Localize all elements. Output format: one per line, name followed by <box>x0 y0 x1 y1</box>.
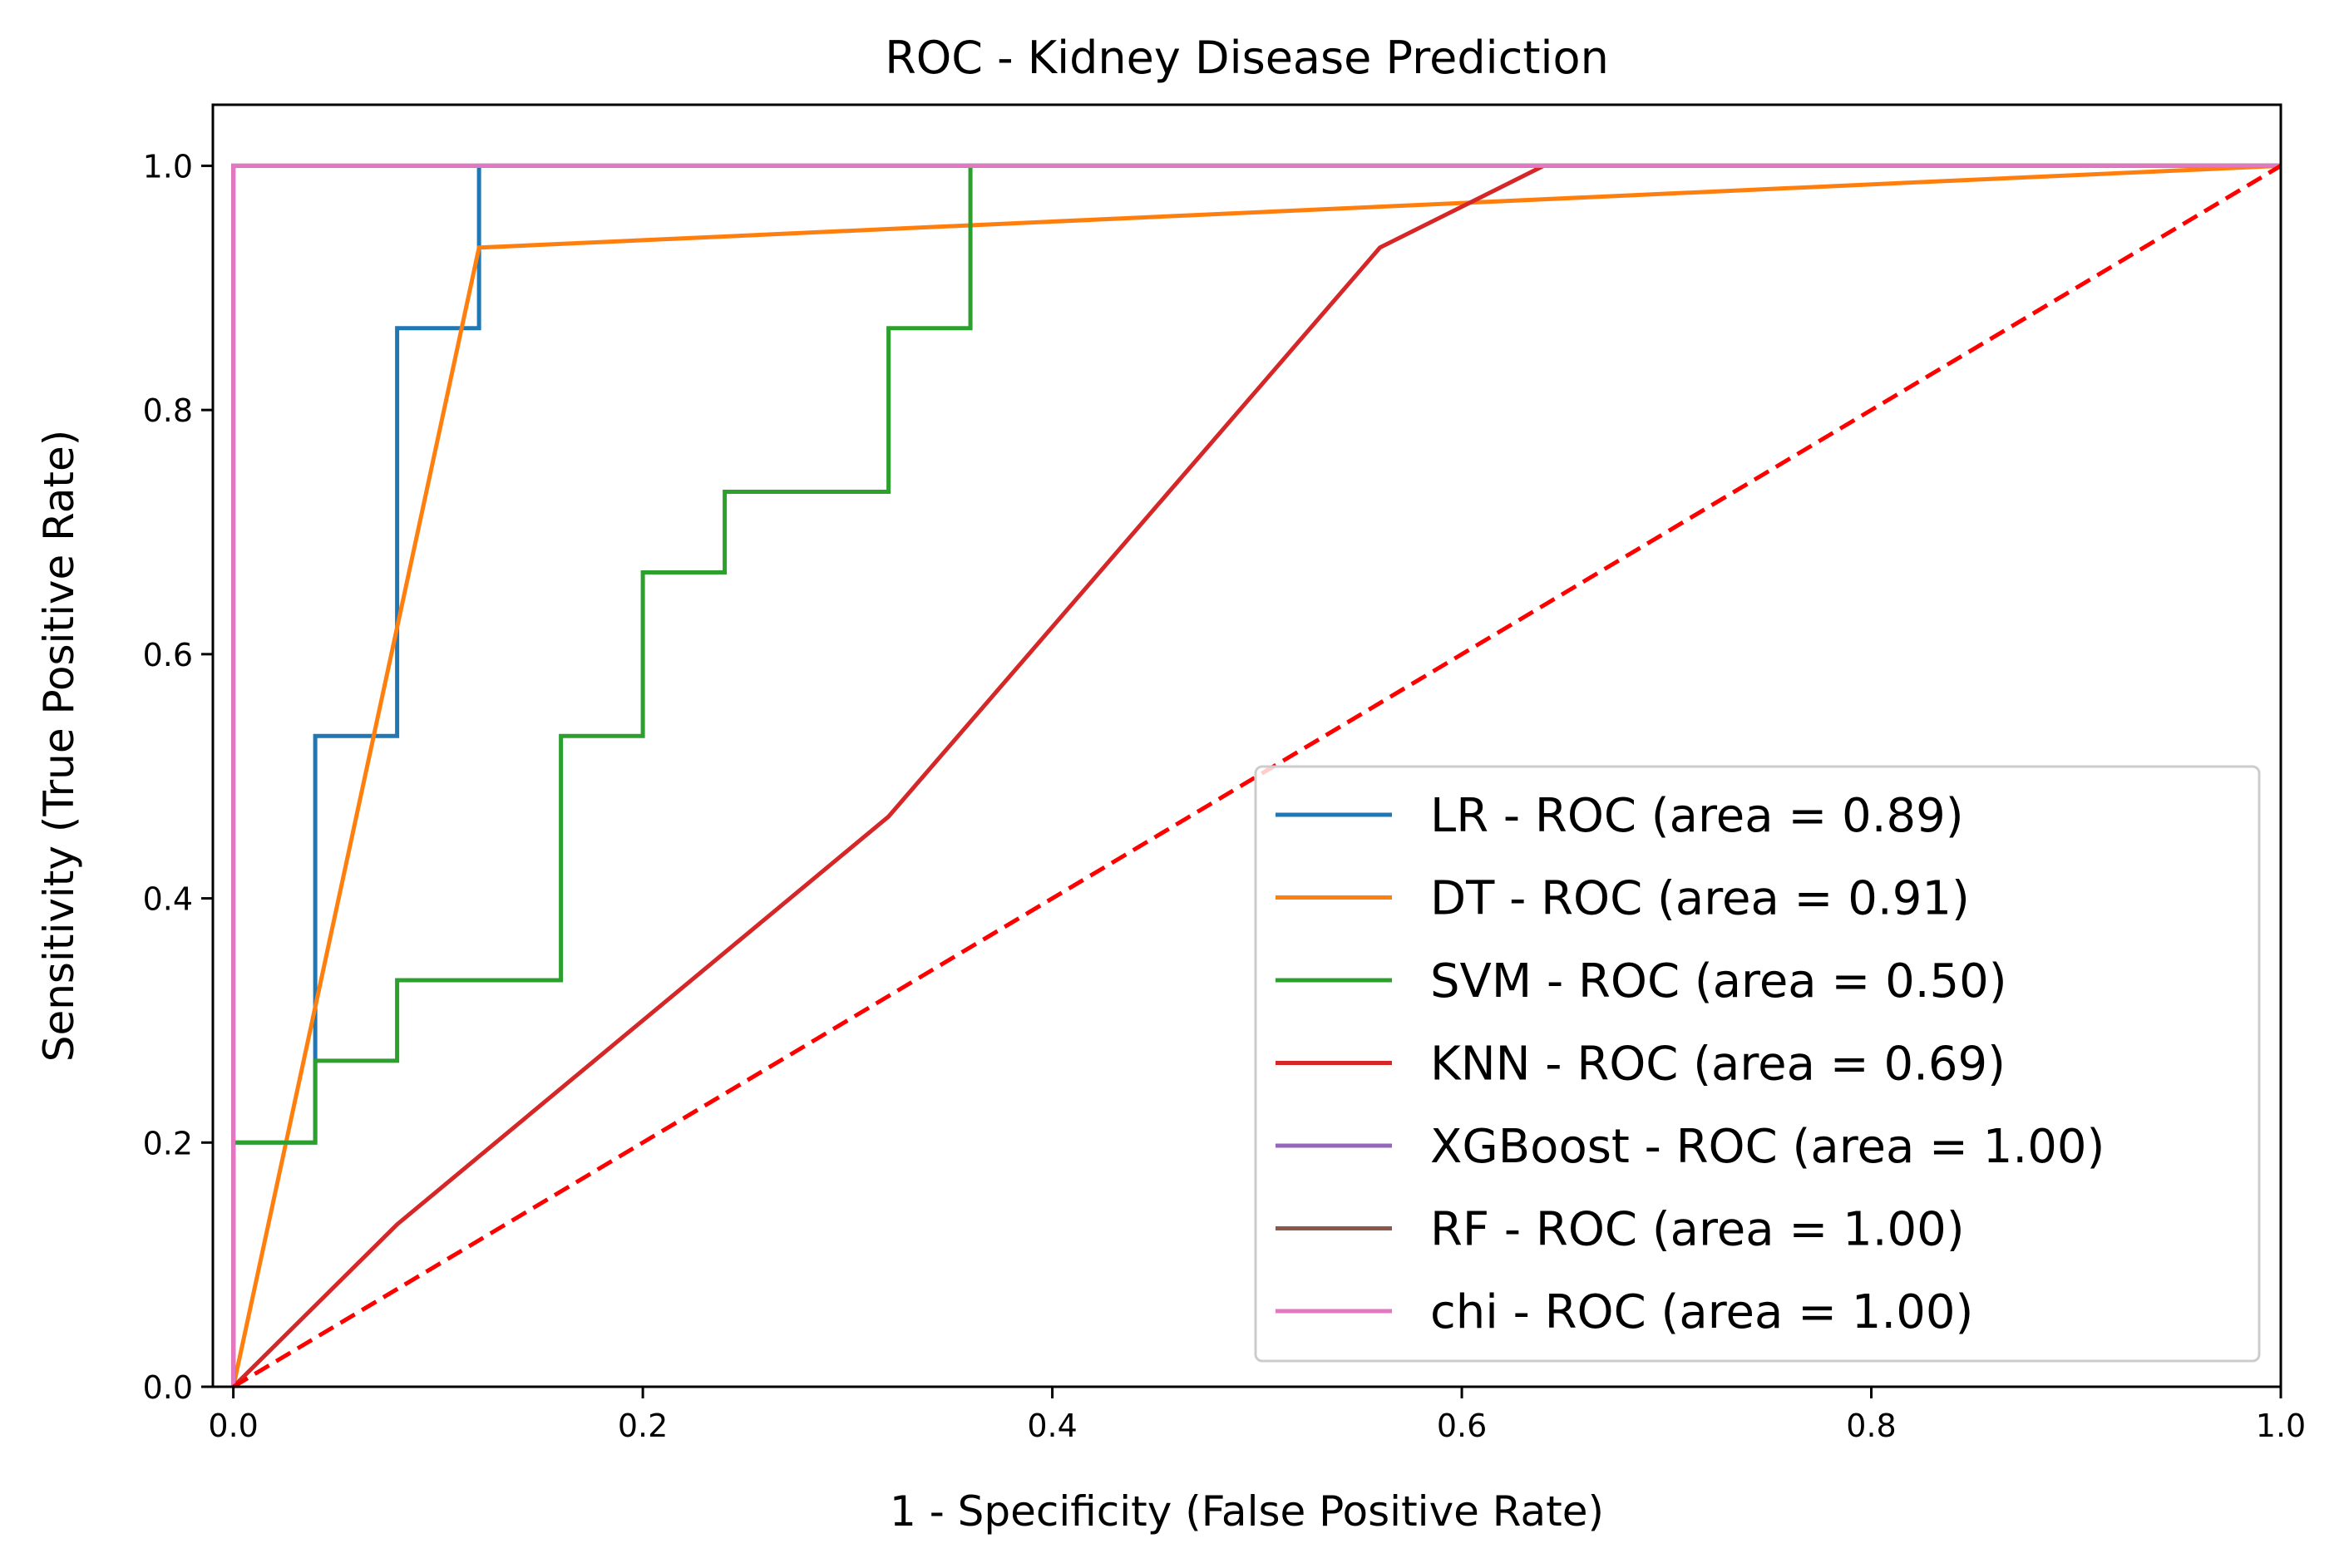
ticks-group: 0.0 0.2 0.4 0.6 0.8 1.0 0.0 0.2 0.4 0.6 0.8 1.0 <box>143 148 2307 1444</box>
y-axis-title: Sensitivity (True Positive Rate) <box>35 430 83 1063</box>
legend-label-3: KNN - ROC (area = 0.69) <box>1430 1038 2006 1092</box>
legend-label-1: DT - ROC (area = 0.91) <box>1430 872 1970 926</box>
y-tick-label: 0.6 <box>143 637 193 673</box>
x-tick-label: 0.8 <box>1846 1408 1896 1444</box>
x-tick-label: 0.2 <box>618 1408 668 1444</box>
x-axis-title: 1 - Specificity (False Positive Rate) <box>890 1487 1604 1536</box>
legend-label-2: SVM - ROC (area = 0.50) <box>1430 954 2007 1008</box>
x-tick-label: 0.6 <box>1437 1408 1487 1444</box>
plot-lines-group <box>231 163 2282 1389</box>
legend-label-4: XGBoost - ROC (area = 1.00) <box>1430 1120 2105 1174</box>
y-tick-label: 0.8 <box>143 392 193 429</box>
y-tick-label: 0.2 <box>143 1125 193 1161</box>
legend: LR - ROC (area = 0.89) DT - ROC (area = 0… <box>1254 765 2261 1363</box>
legend-label-0: LR - ROC (area = 0.89) <box>1430 789 1964 843</box>
axes-frame <box>211 103 2282 1388</box>
x-tick-label: 0.0 <box>208 1408 258 1444</box>
chart-title: ROC - Kidney Disease Prediction <box>885 32 1609 84</box>
series-line-1 <box>231 163 2282 1388</box>
y-tick-label: 0.0 <box>143 1369 193 1406</box>
legend-box <box>1254 765 2261 1363</box>
x-tick-label: 0.4 <box>1027 1408 1077 1444</box>
x-tick-label: 1.0 <box>2256 1408 2306 1444</box>
series-line-6 <box>231 163 2281 1387</box>
series-line-2 <box>231 163 2281 1387</box>
legend-label-5: RF - ROC (area = 1.00) <box>1430 1203 1965 1257</box>
y-tick-label: 0.4 <box>143 881 193 918</box>
legend-label-6: chi - ROC (area = 1.00) <box>1430 1285 1973 1339</box>
reference-diagonal-line <box>232 164 2282 1389</box>
y-tick-label: 1.0 <box>143 148 193 185</box>
